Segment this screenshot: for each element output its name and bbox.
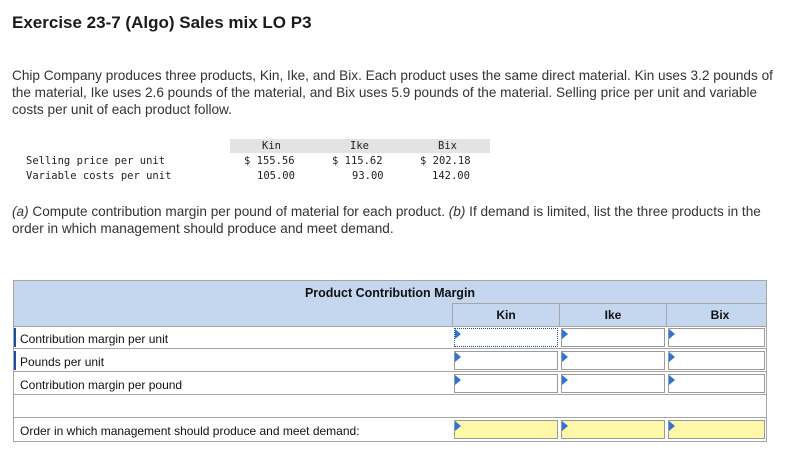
column-header-ike: Ike: [604, 308, 622, 322]
row-label-cm-per-unit: Contribution margin per unit: [20, 332, 169, 346]
grid-divider: [452, 303, 766, 304]
ike-cm-per-pound-input[interactable]: [561, 374, 665, 393]
flag-icon: [455, 329, 461, 339]
table-cell: 105.00: [257, 170, 295, 182]
grid-divider: [559, 303, 560, 326]
kin-cm-per-pound-input[interactable]: [454, 374, 558, 393]
order-label: Order in which management should produce…: [20, 424, 360, 438]
table-row-label: Selling price per unit: [26, 155, 166, 167]
part-b-text: If demand is limited, list the three pro…: [12, 204, 761, 236]
grid-divider: [14, 348, 766, 349]
table-cell: $ 202.18: [420, 155, 471, 167]
kin-pounds-per-unit-input[interactable]: [454, 351, 558, 370]
row-marker: [14, 351, 16, 370]
flag-icon: [562, 352, 568, 362]
part-b-tag: (b): [448, 204, 466, 219]
column-header-bix: Bix: [710, 308, 730, 322]
exercise-title: Exercise 23-7 (Algo) Sales mix LO P3: [12, 13, 312, 32]
order-second-select[interactable]: [561, 420, 665, 439]
table-header-band: [230, 139, 490, 153]
table-row-label: Variable costs per unit: [26, 170, 172, 182]
bix-cm-per-pound-input[interactable]: [668, 374, 765, 393]
kin-cm-per-unit-input[interactable]: [454, 328, 558, 347]
part-a-text: Compute contribution margin per pound of…: [28, 204, 449, 219]
order-third-select[interactable]: [668, 420, 765, 439]
column-header-kin: Kin: [496, 308, 516, 322]
flag-icon: [455, 352, 461, 362]
row-marker: [14, 328, 16, 347]
grid-divider: [452, 303, 453, 326]
grid-divider: [14, 371, 766, 372]
row-label-pounds-per-unit: Pounds per unit: [20, 355, 105, 369]
table-cell: 142.00: [432, 170, 470, 182]
flag-icon: [669, 352, 675, 362]
grid-title: Product Contribution Margin: [304, 286, 476, 300]
table-header-ike: Ike: [350, 140, 369, 152]
grid-divider: [666, 303, 667, 326]
table-header-kin: Kin: [262, 140, 281, 152]
table-cell: 93.00: [352, 170, 384, 182]
flag-icon: [455, 375, 461, 385]
grid-divider: [14, 394, 766, 395]
table-cell: $ 155.56: [244, 155, 295, 167]
flag-icon: [562, 421, 568, 431]
problem-intro: Chip Company produces three products, Ki…: [12, 68, 773, 117]
flag-icon: [669, 329, 675, 339]
flag-icon: [562, 375, 568, 385]
order-first-select[interactable]: [454, 420, 558, 439]
part-a-tag: (a): [12, 204, 29, 219]
table-cell: $ 115.62: [332, 155, 383, 167]
table-header-bix: Bix: [438, 140, 457, 152]
ike-pounds-per-unit-input[interactable]: [561, 351, 665, 370]
bix-pounds-per-unit-input[interactable]: [668, 351, 765, 370]
answer-grid: Product Contribution Margin Kin Ike Bix …: [13, 280, 767, 442]
question-text: (a) Compute contribution margin per poun…: [12, 203, 792, 237]
ike-cm-per-unit-input[interactable]: [561, 328, 665, 347]
flag-icon: [669, 421, 675, 431]
flag-icon: [455, 421, 461, 431]
bix-cm-per-unit-input[interactable]: [668, 328, 765, 347]
flag-icon: [562, 329, 568, 339]
row-label-cm-per-pound: Contribution margin per pound: [20, 378, 183, 392]
grid-divider: [14, 326, 766, 327]
grid-divider: [14, 417, 766, 418]
flag-icon: [669, 375, 675, 385]
